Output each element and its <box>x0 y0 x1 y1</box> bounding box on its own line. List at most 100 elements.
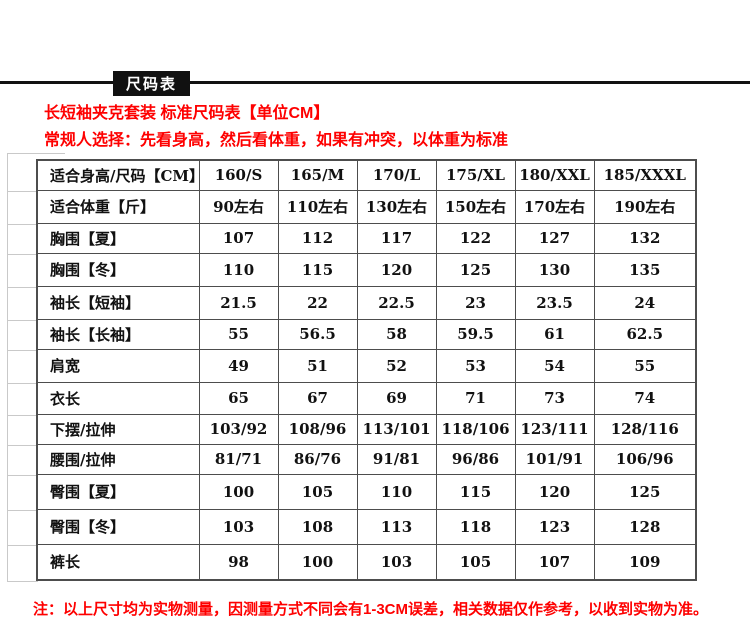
value-cell: 123 <box>514 508 595 545</box>
value-cell: 21.5 <box>198 285 279 320</box>
value-cell: 22.5 <box>356 285 437 320</box>
value-cell: 118/106 <box>435 413 516 445</box>
value-cell: 55 <box>593 348 697 383</box>
row-label-cell: 袖长【短袖】 <box>36 285 200 320</box>
row-label-cell: 臀围【冬】 <box>36 508 200 545</box>
value-cell: 123/111 <box>514 413 595 445</box>
value-cell: 107 <box>198 222 279 254</box>
value-cell: 73 <box>514 381 595 415</box>
value-cell: 105 <box>277 473 358 510</box>
value-cell: 61 <box>514 318 595 350</box>
table-row: 适合体重【斤】 90左右 110左右 130左右 150左右 170左右 190左右 <box>36 189 697 224</box>
value-cell: 23.5 <box>514 285 595 320</box>
value-cell: 62.5 <box>593 318 697 350</box>
table-row: 肩宽 49 51 52 53 54 55 <box>36 348 697 383</box>
header-size-cell: 165/M <box>277 159 358 191</box>
value-cell: 110左右 <box>277 189 358 224</box>
divider-line <box>0 81 750 84</box>
value-cell: 128 <box>593 508 697 545</box>
size-chart-badge: 尺码表 <box>113 71 190 96</box>
row-label-cell: 衣长 <box>36 381 200 415</box>
value-cell: 23 <box>435 285 516 320</box>
table-row: 袖长【短袖】 21.5 22 22.5 23 23.5 24 <box>36 285 697 320</box>
value-cell: 108/96 <box>277 413 358 445</box>
header-size-cell: 175/XL <box>435 159 516 191</box>
row-label-cell: 胸围【夏】 <box>36 222 200 254</box>
ghost-vertical-line <box>7 153 8 581</box>
value-cell: 110 <box>356 473 437 510</box>
size-table-body: 适合体重【斤】 90左右 110左右 130左右 150左右 170左右 190左右 胸围【夏… <box>36 189 697 581</box>
value-cell: 86/76 <box>277 443 358 475</box>
ghost-row-stub <box>7 191 38 192</box>
value-cell: 71 <box>435 381 516 415</box>
row-label-cell: 腰围/拉伸 <box>36 443 200 475</box>
chart-title: 长短袖夹克套装 标准尺码表【单位CM】 <box>44 105 330 122</box>
value-cell: 81/71 <box>198 443 279 475</box>
ghost-top-line <box>7 153 65 154</box>
value-cell: 170左右 <box>514 189 595 224</box>
table-row: 臀围【夏】 100 105 110 115 120 125 <box>36 473 697 510</box>
value-cell: 67 <box>277 381 358 415</box>
value-cell: 98 <box>198 543 279 581</box>
value-cell: 108 <box>277 508 358 545</box>
table-row: 袖长【长袖】 55 56.5 58 59.5 61 62.5 <box>36 318 697 350</box>
ghost-row-stub <box>7 415 38 416</box>
value-cell: 115 <box>435 473 516 510</box>
value-cell: 106/96 <box>593 443 697 475</box>
value-cell: 113/101 <box>356 413 437 445</box>
header-size-cell: 185/XXXL <box>593 159 697 191</box>
value-cell: 130左右 <box>356 189 437 224</box>
table-row: 下摆/拉伸 103/92 108/96 113/101 118/106 123/111 12… <box>36 413 697 445</box>
ghost-row-stub <box>7 224 38 225</box>
value-cell: 100 <box>198 473 279 510</box>
value-cell: 101/91 <box>514 443 595 475</box>
table-row: 胸围【夏】 107 112 117 122 127 132 <box>36 222 697 254</box>
table-row: 裤长 98 100 103 105 107 109 <box>36 543 697 581</box>
value-cell: 117 <box>356 222 437 254</box>
ghost-row-stub <box>7 581 38 582</box>
value-cell: 54 <box>514 348 595 383</box>
header-size-cell: 160/S <box>198 159 279 191</box>
value-cell: 105 <box>435 543 516 581</box>
value-cell: 96/86 <box>435 443 516 475</box>
value-cell: 55 <box>198 318 279 350</box>
value-cell: 58 <box>356 318 437 350</box>
row-label-cell: 适合体重【斤】 <box>36 189 200 224</box>
value-cell: 120 <box>356 252 437 287</box>
value-cell: 53 <box>435 348 516 383</box>
value-cell: 122 <box>435 222 516 254</box>
footnote: 注：以上尺寸均为实物测量，因测量方式不同会有1-3CM误差，相关数据仅作参考，以… <box>33 601 709 618</box>
table-row: 臀围【冬】 103 108 113 118 123 128 <box>36 508 697 545</box>
row-label-cell: 袖长【长袖】 <box>36 318 200 350</box>
ghost-row-stub <box>7 545 38 546</box>
table-header-row: 适合身高/尺码【CM】 160/S 165/M 170/L 175/XL 180… <box>36 159 697 191</box>
row-label-cell: 肩宽 <box>36 348 200 383</box>
ghost-row-stub <box>7 320 38 321</box>
value-cell: 127 <box>514 222 595 254</box>
header-size-cell: 180/XXL <box>514 159 595 191</box>
size-table: 适合身高/尺码【CM】 160/S 165/M 170/L 175/XL 180… <box>36 159 697 581</box>
ghost-row-stub <box>7 254 38 255</box>
value-cell: 132 <box>593 222 697 254</box>
value-cell: 103/92 <box>198 413 279 445</box>
ghost-row-stub <box>7 350 38 351</box>
value-cell: 112 <box>277 222 358 254</box>
row-label-cell: 臀围【夏】 <box>36 473 200 510</box>
value-cell: 125 <box>435 252 516 287</box>
value-cell: 90左右 <box>198 189 279 224</box>
value-cell: 110 <box>198 252 279 287</box>
chart-subtitle: 常规人选择：先看身高，然后看体重，如果有冲突，以体重为标准 <box>44 132 509 149</box>
value-cell: 120 <box>514 473 595 510</box>
row-label-cell: 胸围【冬】 <box>36 252 200 287</box>
ghost-row-stub <box>7 475 38 476</box>
value-cell: 74 <box>593 381 697 415</box>
value-cell: 150左右 <box>435 189 516 224</box>
value-cell: 52 <box>356 348 437 383</box>
value-cell: 56.5 <box>277 318 358 350</box>
table-row: 衣长 65 67 69 71 73 74 <box>36 381 697 415</box>
value-cell: 59.5 <box>435 318 516 350</box>
header-label-cell: 适合身高/尺码【CM】 <box>36 159 200 191</box>
value-cell: 118 <box>435 508 516 545</box>
ghost-row-stub <box>7 383 38 384</box>
